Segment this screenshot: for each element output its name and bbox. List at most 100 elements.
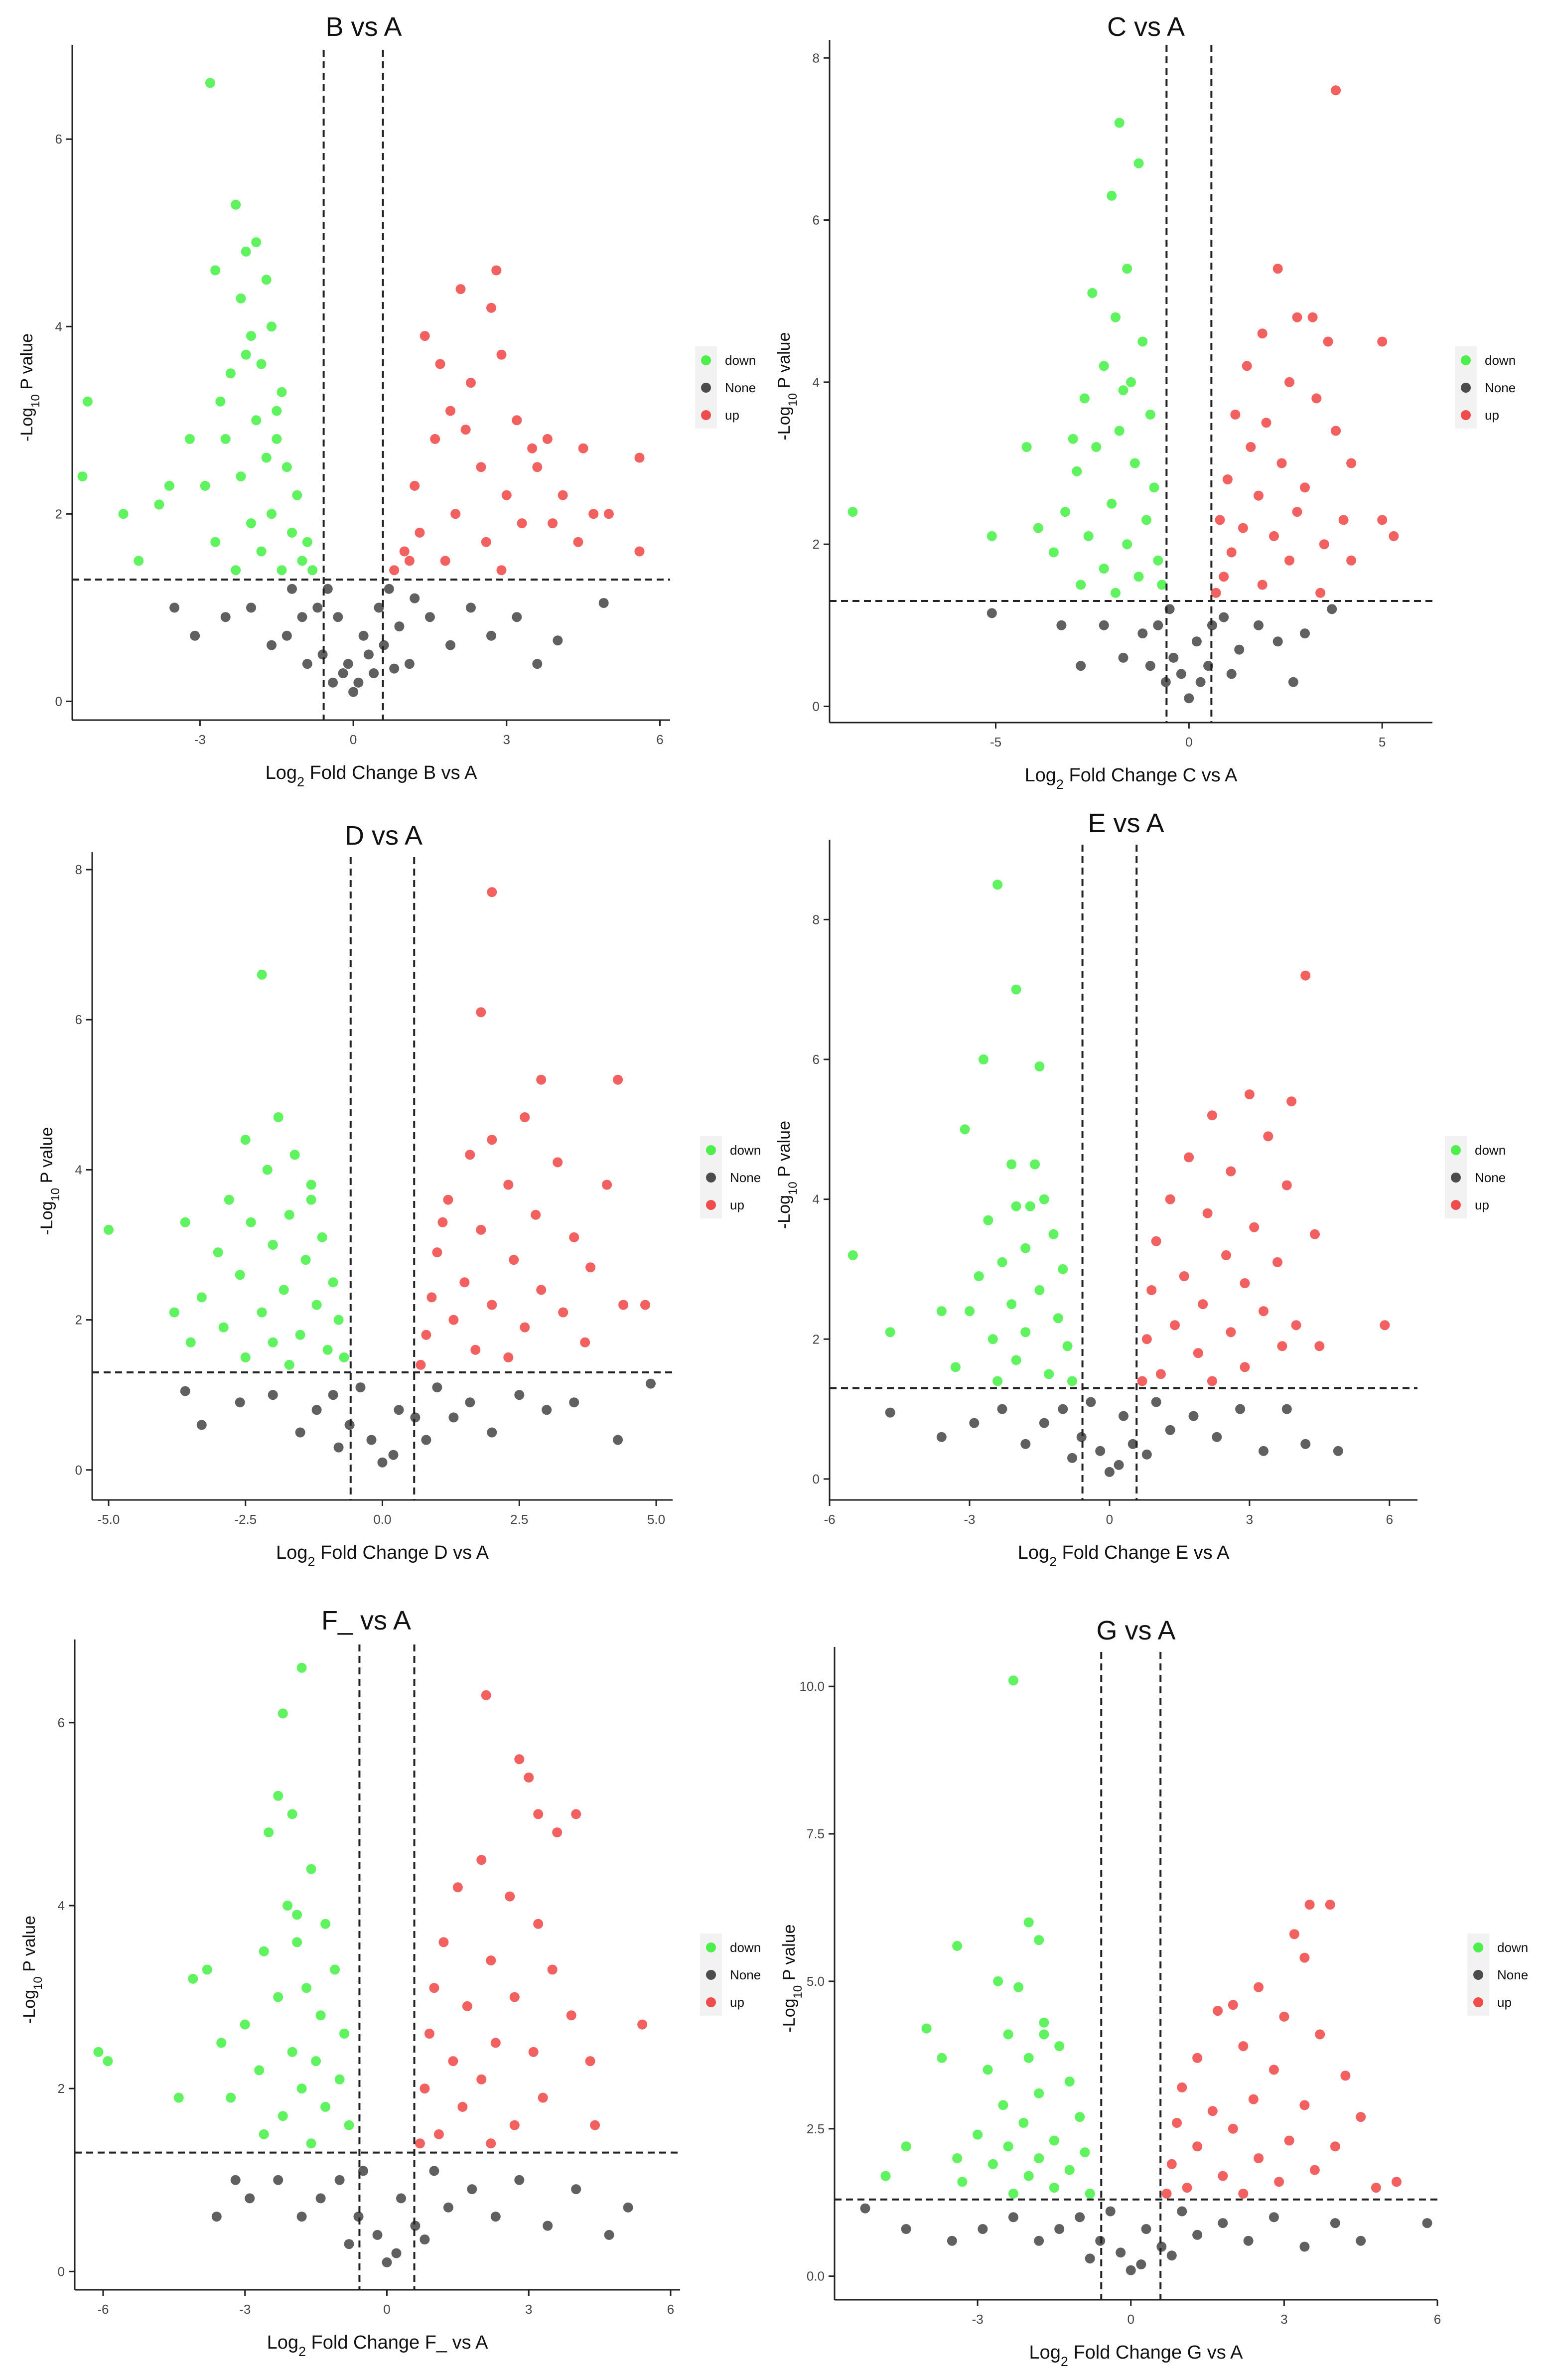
- data-point-up: [1309, 2165, 1320, 2175]
- data-point-up: [588, 509, 599, 519]
- data-point-up: [445, 406, 455, 416]
- data-point-up: [440, 556, 450, 566]
- data-point-none: [317, 649, 328, 660]
- data-point-up: [1240, 1278, 1250, 1288]
- data-point-none: [1153, 620, 1163, 630]
- data-point-none: [1269, 2212, 1279, 2223]
- y-tick-label: 2.5: [807, 2121, 825, 2136]
- y-axis-label: -Log10 P value: [37, 1127, 62, 1235]
- data-point-up: [415, 527, 425, 538]
- y-tick-label: 4: [75, 1162, 82, 1177]
- data-point-none: [267, 640, 277, 650]
- series-none: [885, 1397, 1343, 1477]
- data-point-none: [490, 2212, 501, 2222]
- data-point-up: [1284, 377, 1294, 387]
- data-point-up: [1380, 1320, 1390, 1331]
- data-point-down: [259, 1946, 269, 1956]
- data-point-down: [268, 1240, 278, 1250]
- legend-marker-up: [706, 1200, 716, 1210]
- data-point-up: [1244, 1089, 1255, 1100]
- x-tick-label: 0: [1128, 2312, 1134, 2327]
- data-point-up: [509, 2120, 520, 2130]
- data-point-up: [486, 302, 496, 313]
- data-point-up: [1389, 531, 1399, 541]
- data-point-none: [1095, 1446, 1106, 1456]
- data-points: [93, 1662, 648, 2267]
- data-point-up: [1299, 1952, 1310, 1963]
- data-point-up: [1207, 2106, 1218, 2116]
- data-point-none: [1056, 620, 1067, 630]
- data-point-none: [245, 2193, 255, 2204]
- data-point-up: [448, 1315, 459, 1325]
- data-point-up: [410, 480, 420, 491]
- data-point-down: [169, 1307, 179, 1318]
- data-point-down: [241, 349, 251, 360]
- data-point-none: [273, 2175, 283, 2185]
- volcano-panel-f: F_ vs A -6 -3 0 3 6 0 2 4 6 Log2 Fold Change F_ vs…: [20, 1606, 761, 2359]
- data-point-up: [1277, 1341, 1287, 1351]
- series-none: [180, 1378, 656, 1468]
- data-point-down: [306, 1194, 316, 1205]
- data-point-none: [355, 1382, 366, 1393]
- legend-label-up: up: [725, 408, 739, 423]
- data-point-up: [1213, 2006, 1223, 2016]
- x-axis-label: Log2 Fold Change G vs A: [1029, 2342, 1243, 2369]
- data-point-up: [503, 1352, 514, 1362]
- data-point-up: [501, 490, 512, 500]
- data-point-down: [173, 2092, 184, 2103]
- data-point-down: [306, 1864, 316, 1874]
- data-point-up: [1330, 2141, 1340, 2152]
- legend: down None up: [700, 1934, 761, 2016]
- data-point-up: [486, 1955, 496, 1966]
- data-point-down: [950, 1362, 961, 1372]
- data-point-down: [880, 2171, 891, 2181]
- x-tick-label: 5.0: [647, 1512, 665, 1527]
- data-point-down: [1064, 2165, 1075, 2175]
- data-point-none: [486, 630, 496, 641]
- data-point-down: [1075, 2112, 1085, 2122]
- data-point-none: [394, 621, 405, 631]
- data-point-up: [1146, 1285, 1157, 1295]
- data-point-none: [512, 612, 522, 622]
- chart-title: C vs A: [1107, 12, 1185, 42]
- data-point-down: [235, 1270, 245, 1280]
- x-tick-label: 0: [350, 732, 357, 747]
- data-point-up: [1289, 1929, 1299, 1939]
- data-point-down: [1034, 1935, 1044, 1945]
- legend-marker-down: [706, 1942, 716, 1952]
- data-point-up: [1240, 1362, 1250, 1372]
- data-point-none: [1128, 1439, 1138, 1449]
- x-tick-label: 0: [383, 2302, 390, 2317]
- data-point-none: [246, 602, 256, 613]
- data-point-up: [571, 1809, 581, 1819]
- data-point-down: [267, 509, 277, 519]
- data-point-none: [1104, 1467, 1115, 1477]
- legend-label-down: down: [725, 353, 756, 368]
- data-point-none: [358, 630, 369, 641]
- data-point-down: [901, 2141, 911, 2152]
- data-point-down: [333, 1315, 344, 1325]
- y-tick-label: 4: [813, 1192, 820, 1207]
- data-point-none: [1195, 677, 1206, 687]
- data-point-down: [180, 1217, 190, 1227]
- data-point-up: [580, 1337, 590, 1347]
- data-point-down: [236, 293, 246, 303]
- data-point-up: [1238, 523, 1248, 533]
- data-point-down: [241, 246, 251, 257]
- data-point-down: [231, 199, 241, 210]
- data-point-up: [1304, 1900, 1315, 1910]
- legend-label-down: down: [730, 1940, 761, 1955]
- data-point-none: [1243, 2235, 1254, 2246]
- x-tick-label: -3: [194, 732, 206, 747]
- y-tick-label: 2: [813, 1332, 820, 1346]
- data-point-down: [1054, 2041, 1065, 2052]
- data-point-up: [520, 1322, 530, 1333]
- data-point-down: [231, 565, 241, 576]
- data-point-up: [476, 1855, 487, 1865]
- data-point-up: [1377, 336, 1388, 347]
- series-none: [987, 604, 1337, 704]
- data-point-up: [459, 1277, 470, 1288]
- data-point-up: [1198, 1299, 1208, 1310]
- data-point-down: [1133, 158, 1144, 168]
- data-point-none: [1176, 669, 1186, 679]
